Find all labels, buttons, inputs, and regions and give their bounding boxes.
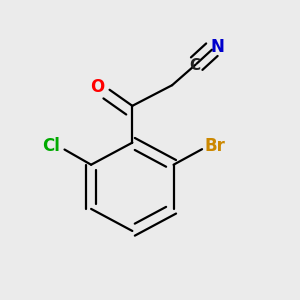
Text: Br: Br xyxy=(204,137,225,155)
Text: C: C xyxy=(189,58,200,73)
Text: N: N xyxy=(211,38,225,56)
Text: O: O xyxy=(91,78,105,96)
Text: Cl: Cl xyxy=(42,137,60,155)
